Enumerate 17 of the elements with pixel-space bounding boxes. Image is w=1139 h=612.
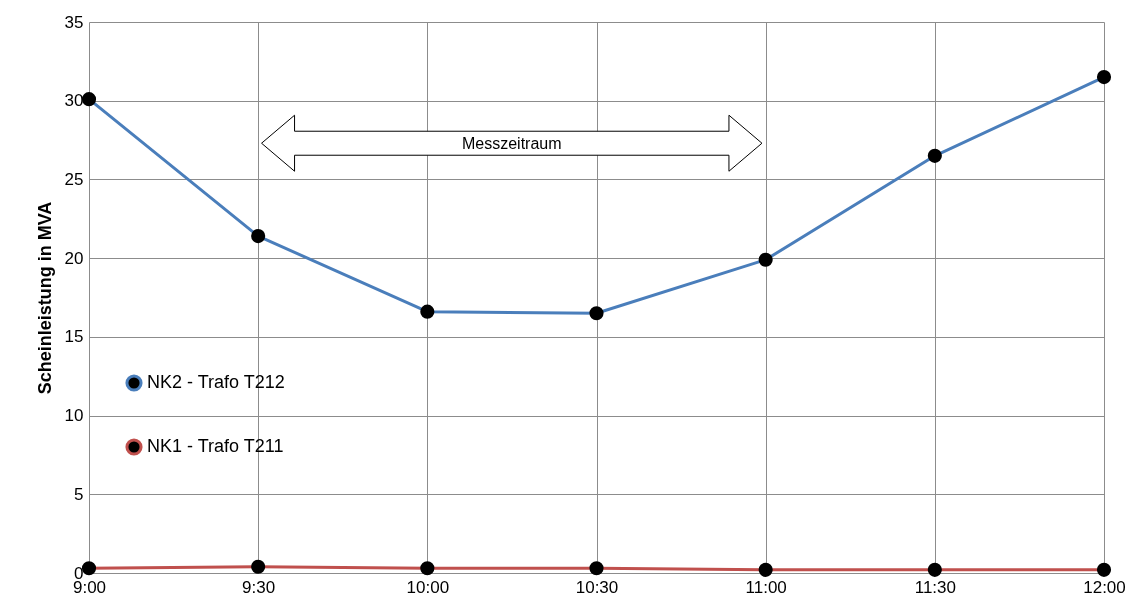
x-tick-label: 11:30 xyxy=(914,577,956,597)
y-tick-label: 5 xyxy=(74,484,84,504)
y-tick-label: 15 xyxy=(64,327,84,347)
y-tick-label: 35 xyxy=(64,12,84,32)
y-tick-label: 25 xyxy=(64,169,84,189)
y-axis-title: Scheinleistung in MVA xyxy=(34,201,55,395)
annotation: Messzeitraum xyxy=(461,135,562,153)
legend-label: NK1 - Trafo T211 xyxy=(147,436,284,456)
x-tick-label: 10:30 xyxy=(575,577,619,597)
y-tick-label: 10 xyxy=(64,406,84,426)
y-tick-label: 20 xyxy=(64,248,84,268)
x-tick-label: 12:00 xyxy=(1083,577,1126,597)
y-tick-label: 30 xyxy=(64,91,84,111)
legend-label: NK2 - Trafo T212 xyxy=(147,372,285,392)
x-tick-label: 10:00 xyxy=(406,577,450,597)
x-tick-label: 11:00 xyxy=(745,577,787,597)
x-tick-label: 9:30 xyxy=(242,577,276,597)
